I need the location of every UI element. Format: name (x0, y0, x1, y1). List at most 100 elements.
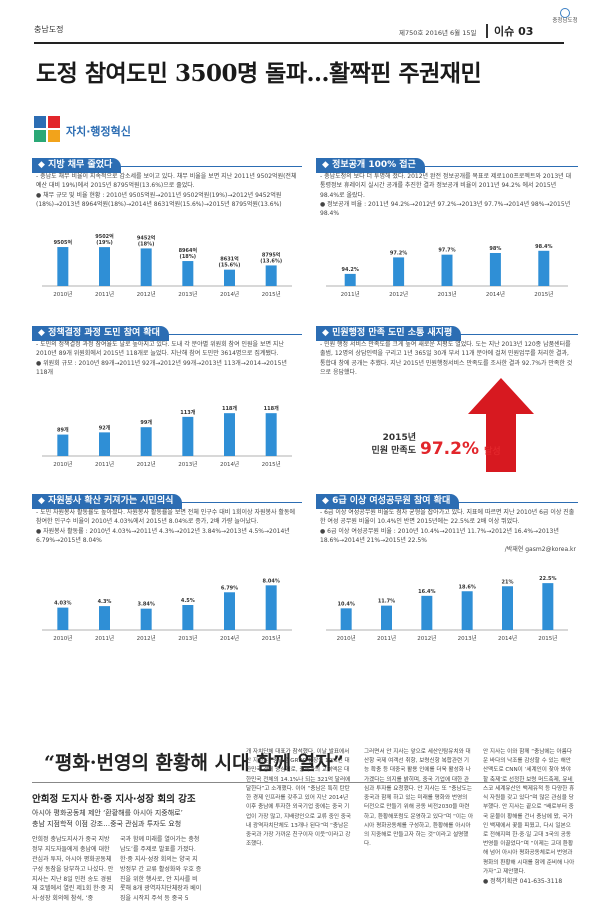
section-title: ◆ 6급 이상 여성공무원 참여 확대 (316, 494, 460, 509)
chart-data-label: 10.4% (337, 601, 354, 607)
chart-bar (99, 247, 110, 286)
chart-data-label: 118개 (264, 405, 279, 412)
chart-info-disclosure: 94.2% 2011년 97.2% 2012년 97.7% 2013년 98% 2014년 98… (326, 244, 568, 298)
chart-tick-label: 2012년 (389, 290, 408, 298)
chart-data-label: 6.79% (221, 585, 238, 591)
article-title: “평화·번영의 환황해 시대 함께 열자” (44, 752, 344, 774)
chart-data-label: 8.04% (262, 578, 279, 584)
article-rule (32, 782, 574, 783)
section-paragraph: - 충남도청의 보다 더 투명해 졌다. 2012년 완전 정보공개를 목표로 … (320, 173, 572, 199)
chart-bar (381, 605, 392, 630)
chart-tick-label: 2014년 (220, 290, 239, 298)
article-column-5-text: 안 지사는 이와 함께 “충남에는 아름다운 바다의 낙조를 감상할 수 있는 … (483, 749, 575, 875)
logo-icon (560, 8, 570, 18)
article-contact: ● 정책기획관 041-635-3118 (483, 878, 563, 886)
chart-bar (140, 427, 152, 456)
chart-data-label: 98.4% (535, 244, 552, 250)
chart-tick-label: 2011년 (341, 290, 360, 298)
chart-bar (502, 586, 513, 630)
chart-bar (57, 247, 69, 286)
section-title-bar: ◆ 자원봉사 확산 커져가는 시민의식 (32, 488, 302, 509)
chart-bar (393, 257, 405, 286)
stat-value-wrap: 97.2% 달성 (420, 439, 501, 459)
section-bullet: ● 정보공개 비율 : 2011년 94.2%→2012년 97.2%→2013… (320, 200, 571, 208)
section-desc: - 도민 자원봉사 활동률도 높아졌다. 자원봉사 활동률을 보면 전체 인구수… (36, 508, 298, 545)
chart-tick-label: 2013년 (178, 290, 197, 298)
stat-label: 2015년 민원 만족도 (346, 432, 416, 457)
chart-tick-label: 2013년 (178, 634, 197, 642)
chart-tick-label: 2011년 (95, 290, 114, 298)
chart-bar (57, 434, 69, 456)
section-title-bar: ◆ 정보공개 100% 접근 (316, 152, 578, 173)
chart-data-label: 8964억 (179, 247, 198, 254)
chart-data-label: 94.2% (342, 267, 359, 273)
chart-bar (421, 595, 433, 630)
chart-tick-label: 2015년 (262, 290, 281, 298)
chart-tick-label: 2015년 (262, 634, 281, 642)
chart-tick-label: 2015년 (262, 460, 281, 468)
chart-tick-label: 2010년 (53, 460, 72, 468)
chart-data-label: (15.6%) (219, 263, 241, 269)
chart-data-label: 113개 (180, 409, 195, 416)
article-lead: 충남 지점학적 이점 강조…중국 관심과 투자도 요청 (32, 820, 182, 829)
article-column-3: 개 자치단체 대표가 참석했다. 이날 발표에서 안 지사는 “충남은 GRDP… (246, 749, 352, 848)
stat-value: 97.2% (420, 439, 479, 459)
section-policy-participation: ◆ 정책결정 과정 도민 참여 확대 - 도민의 정책결정 과정 참여율도 날로… (32, 320, 302, 470)
chart-data-label: 9505억 (54, 239, 73, 246)
section-desc: - 6급 이상 여성공무원 비율도 점차 균형을 잡아가고 있다. 지표에 따르… (320, 508, 576, 554)
paper-name: 충남도정 (34, 25, 64, 34)
chart-bar (265, 585, 277, 630)
section-paragraph: - 도민 자원봉사 활동률도 높아졌다. 자원봉사 활동률을 보면 전체 인구수… (36, 509, 296, 526)
chart-volunteering: 4.03% 2010년 4.3% 2011년 3.84% 2012년 4.5% 2013년 6.… (42, 578, 292, 642)
chart-bar (538, 250, 550, 286)
chart-tick-label: 2011년 (95, 460, 114, 468)
chart-data-label: 21% (502, 579, 514, 585)
chart-data-label: 97.2% (390, 250, 407, 256)
section-title-bar: ◆ 민원행정 만족 도민 소통 새지평 (316, 320, 578, 341)
header-separator (486, 24, 488, 38)
chart-bar (224, 592, 235, 630)
section-title: ◆ 민원행정 만족 도민 소통 새지평 (316, 326, 462, 341)
section-bullet: ● 6급 이상 여성공무원 비율 : 2010년 10.4%→2011년 11.… (320, 527, 559, 535)
article-subhead: 안희정 도지사 한·중 지사·성장 회의 강조 (32, 794, 196, 805)
chart-data-label: 92개 (99, 424, 111, 431)
chart-data-label: 8795억 (262, 251, 281, 258)
chart-data-label: 99개 (140, 419, 152, 426)
section-debt: ◆ 지방 채무 줄었다 - 충남도 채무 비율이 지속적으로 감소세를 보이고 … (32, 152, 302, 300)
chart-bar (542, 583, 554, 630)
article-leads: 아시아 평화공동체 제안 ‘환황해를 아시아 지중해로’ 충남 지점학적 이점 … (32, 808, 232, 830)
section-civil-satisfaction: ◆ 민원행정 만족 도민 소통 새지평 - 민원 행정 서비스 만족도를 크게 … (316, 320, 578, 472)
section-bullet: 98.4% (320, 210, 340, 218)
category-mark-icon (34, 116, 60, 142)
section-bullet: ● 자원봉사 활동률 : 2010년 4.03%→2011년 4.3%→2012… (36, 527, 290, 535)
chart-bar (265, 413, 277, 456)
chart-data-label: 9452억 (137, 234, 156, 241)
chart-data-label: 4.5% (181, 598, 195, 604)
byline: /박재현 gasm2@korea.kr (504, 546, 576, 554)
chart-data-label: 97.7% (438, 248, 455, 254)
chart-data-label: (19%) (96, 240, 113, 246)
chart-tick-label: 2015년 (538, 634, 557, 642)
section-title-bar: ◆ 지방 채무 줄었다 (32, 152, 302, 173)
chart-tick-label: 2011년 (377, 634, 396, 642)
chart-bar (441, 254, 453, 286)
article-lead: 아시아 평화공동체 제안 ‘환황해를 아시아 지중해로’ (32, 809, 183, 817)
article-column-5: 안 지사는 이와 함께 “충남에는 아름다운 바다의 낙조를 감상할 수 있는 … (483, 748, 575, 887)
chart-tick-label: 2014년 (220, 634, 239, 642)
chart-bar (182, 416, 194, 456)
chart-bar (182, 261, 194, 286)
chart-data-label: 9502억 (95, 233, 114, 240)
province-logo: 충청남도청 (545, 8, 585, 38)
section-bullet: (18%)→2013년 8964억원(18%)→2014년 8631억원(15.… (36, 200, 282, 208)
chart-data-label: 11.7% (378, 599, 395, 605)
chart-bar (140, 248, 152, 286)
category-label: 자치·행정혁신 (34, 116, 131, 142)
chart-bar (265, 265, 277, 286)
chart-bar (224, 269, 235, 286)
up-arrow-icon (468, 378, 534, 472)
chart-data-label: 98% (489, 246, 501, 252)
section-paragraph: - 6급 이상 여성공무원 비율도 점차 균형을 잡아가고 있다. 지표에 따르… (320, 509, 575, 526)
chart-data-label: 89개 (57, 427, 69, 434)
chart-bar (99, 432, 110, 456)
chart-data-label: 3.84% (137, 602, 154, 608)
